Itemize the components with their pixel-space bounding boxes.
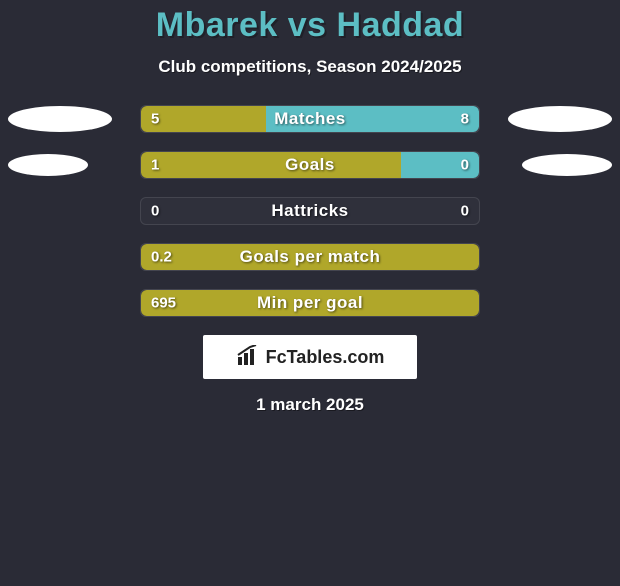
comparison-rows: Matches58 Goals10 Hattricks0 0 Goals per mat… [0,105,620,317]
player-icon-right [522,154,612,176]
bar-segment-right [401,152,479,178]
bar-segment-left [141,290,479,316]
comparison-row: Matches58 [0,105,620,133]
comparison-row: Min per goal695 [0,289,620,317]
player-icon-left [8,154,88,176]
bar-segment-right [266,106,479,132]
bar-value-left: 0 [151,203,159,220]
brand-badge: FcTables.com [203,335,417,379]
bar-track: Goals10 [140,151,480,179]
player-icon-left [8,106,112,132]
subtitle: Club competitions, Season 2024/2025 [0,57,620,77]
bar-value-right: 0 [461,203,469,220]
page-title: Mbarek vs Haddad [0,6,620,45]
player-icon-right [508,106,612,132]
comparison-row: Hattricks0 0 [0,197,620,225]
bar-label: Hattricks [141,201,479,221]
bar-track: Hattricks0 0 [140,197,480,225]
bar-track: Min per goal695 [140,289,480,317]
comparison-row: Goals per match0.2 [0,243,620,271]
bar-segment-left [141,152,401,178]
date-label: 1 march 2025 [0,395,620,415]
bar-track: Matches58 [140,105,480,133]
brand-text: FcTables.com [266,347,385,368]
bar-segment-left [141,244,479,270]
comparison-row: Goals10 [0,151,620,179]
chart-icon [236,345,262,370]
bar-track: Goals per match0.2 [140,243,480,271]
bar-segment-left [141,106,266,132]
